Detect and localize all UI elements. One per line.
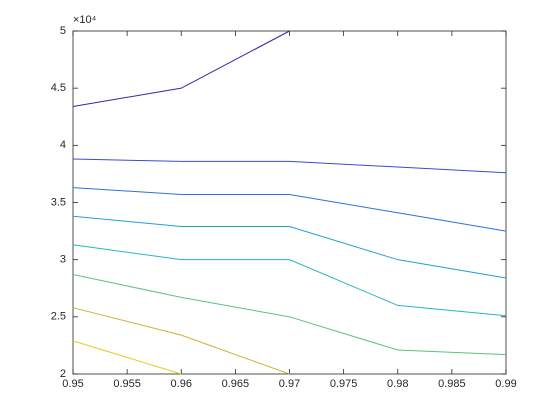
y-exponent: ×10⁴: [73, 14, 97, 26]
x-tick-label: 0.955: [113, 378, 141, 390]
x-tick-label: 0.99: [495, 378, 516, 390]
x-tick-label: 0.98: [387, 378, 408, 390]
line: [72, 30, 290, 107]
y-tick-label: 5: [60, 25, 66, 37]
line: [72, 274, 507, 356]
line: [72, 244, 507, 317]
x-tick-label: 0.97: [279, 378, 300, 390]
line: [72, 187, 507, 232]
line: [72, 158, 507, 174]
x-tick-label: 0.95: [62, 378, 83, 390]
y-tick-label: 4.5: [51, 82, 66, 94]
y-tick-label: 3.5: [51, 196, 66, 208]
y-tick-label: 2: [60, 368, 66, 380]
y-tick-label: 4: [60, 139, 66, 151]
y-tick-label: 3: [60, 254, 66, 266]
x-tick-label: 0.965: [222, 378, 250, 390]
line: [72, 340, 182, 375]
line: [72, 307, 290, 375]
x-tick-label: 0.985: [438, 378, 466, 390]
y-tick-label: 2.5: [51, 311, 66, 323]
line: [72, 215, 507, 279]
x-tick-label: 0.96: [171, 378, 192, 390]
x-tick-label: 0.975: [330, 378, 358, 390]
